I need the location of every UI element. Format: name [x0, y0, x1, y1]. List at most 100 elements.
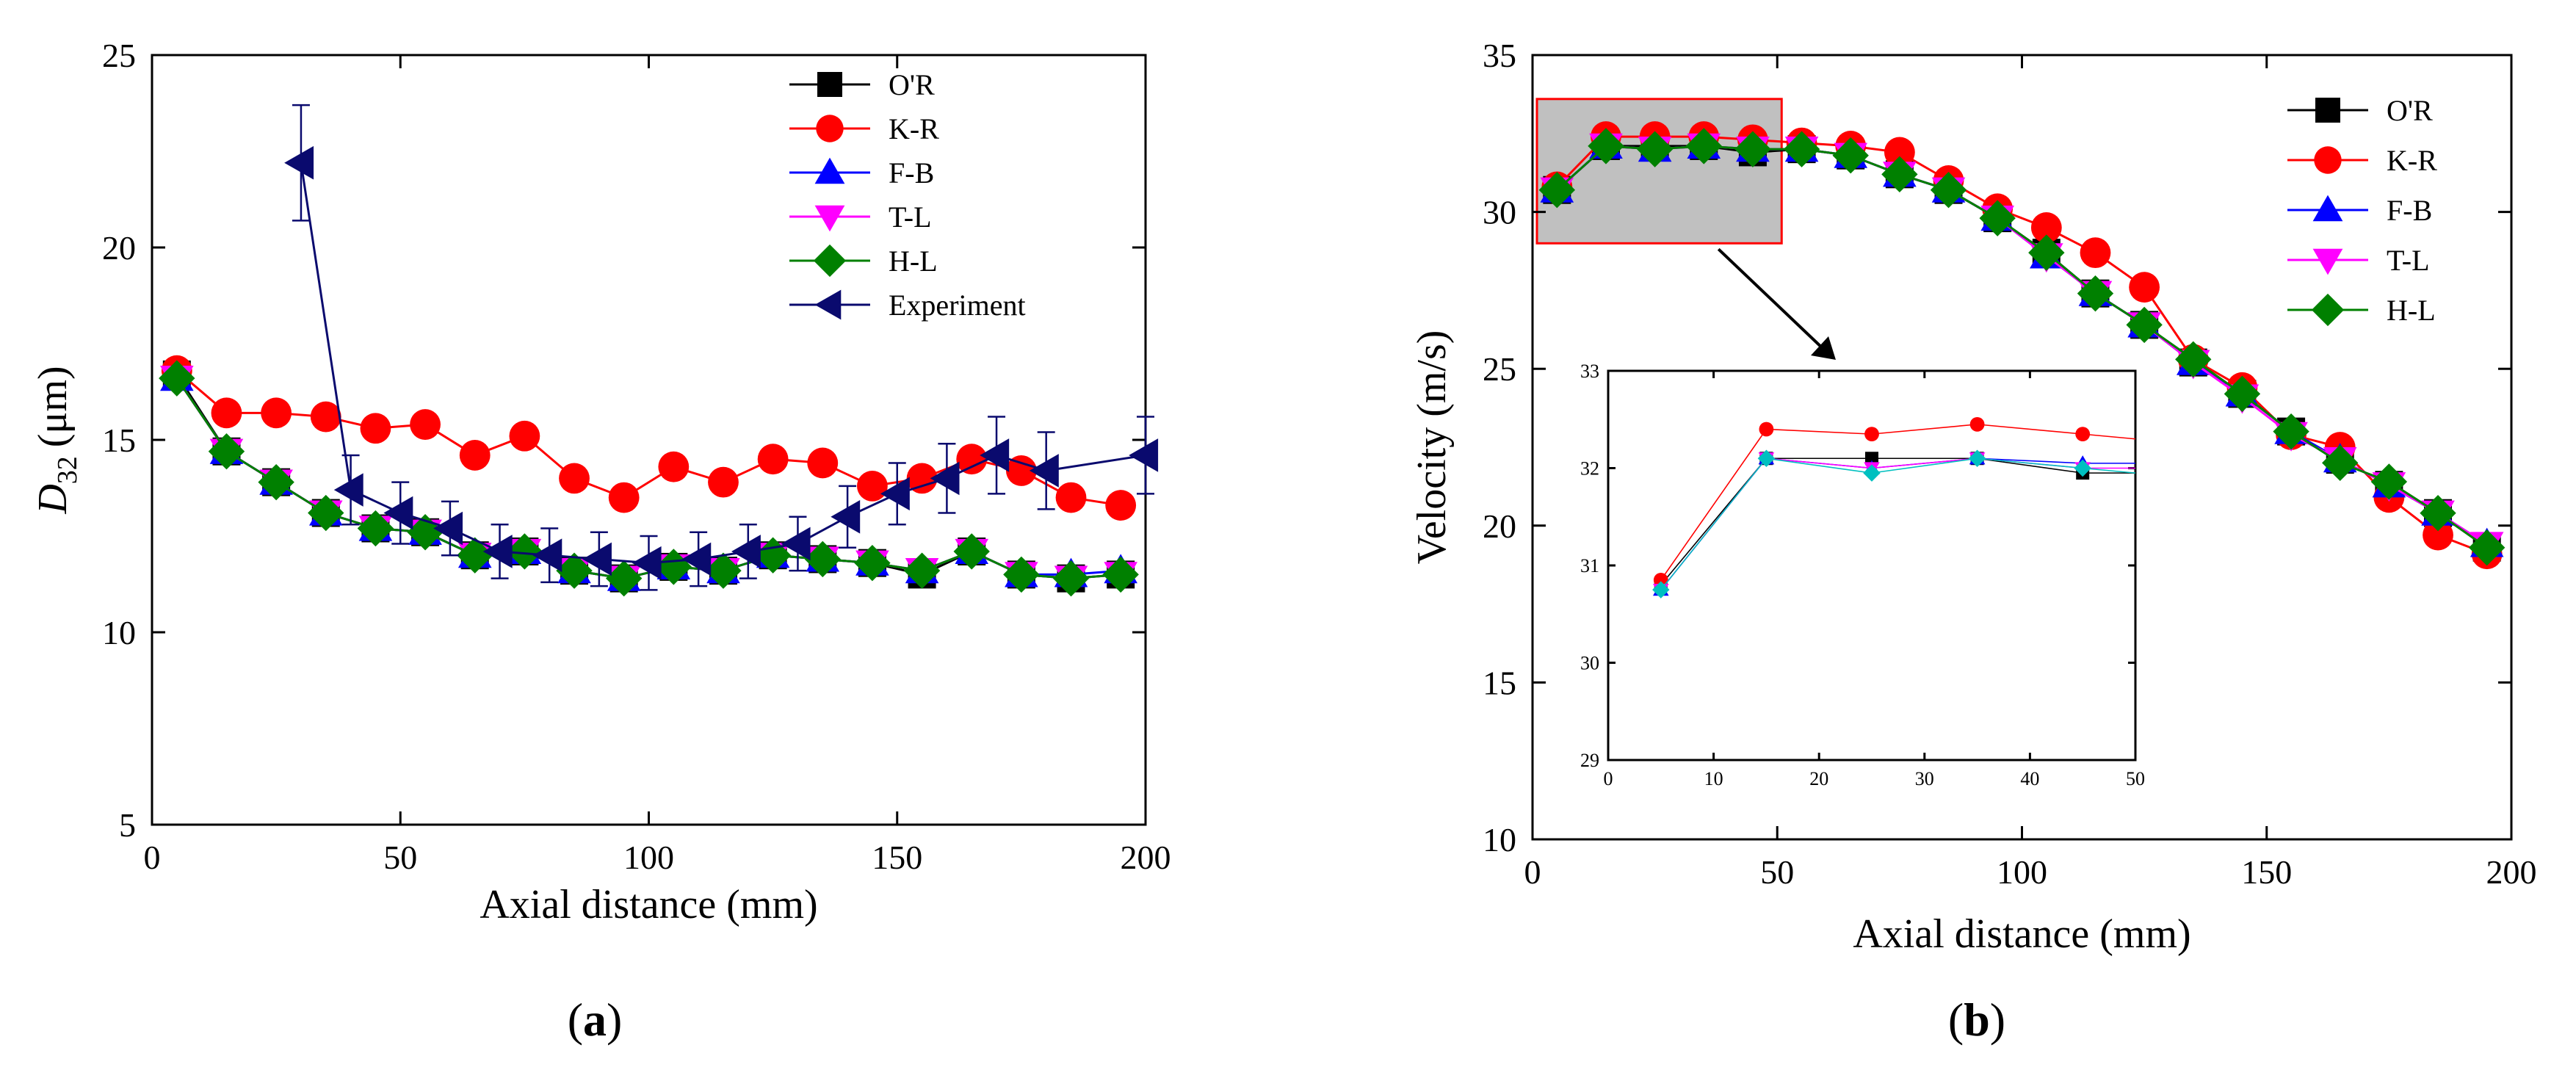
a-data-point: [360, 413, 391, 444]
b-inset-series-line: [1660, 424, 2136, 581]
b-x-tick-label: 150: [2241, 853, 2292, 891]
b-inset-data-point: [1653, 572, 1668, 587]
a-data-point: [930, 461, 960, 496]
b-inset-data-point: [1652, 581, 1670, 598]
a-legend-marker: [813, 244, 847, 278]
b-data-point: [1734, 131, 1771, 167]
b-data-point: [2420, 495, 2456, 532]
b-legend-label: T-L: [2387, 244, 2430, 277]
b-data-point: [2370, 463, 2408, 500]
a-data-point: [1102, 556, 1139, 593]
a-legend-marker: [814, 205, 845, 232]
a-data-point: [159, 360, 195, 397]
a-data-point: [708, 466, 739, 498]
b-inset-data-point: [2075, 427, 2091, 442]
a-data-point: [457, 537, 493, 574]
b-legend-marker: [2312, 195, 2343, 222]
b-data-point: [1538, 171, 1576, 209]
a-series-line: [176, 369, 1121, 507]
b-inset-x-tick-label: 0: [1604, 768, 1613, 789]
b-data-point: [1881, 156, 1918, 193]
b-data-point: [2224, 375, 2261, 413]
a-legend-marker: [814, 289, 842, 320]
b-inset-x-tick-label: 50: [2126, 768, 2145, 789]
a-data-point: [482, 535, 513, 568]
a-y-tick-label: 10: [102, 614, 136, 651]
b-legend-marker: [2314, 146, 2342, 174]
b-data-point: [2175, 341, 2212, 378]
a-data-point: [506, 533, 543, 570]
a-data-point: [308, 494, 344, 532]
a-data-point: [956, 444, 988, 475]
b-inset-x-tick-label: 30: [1915, 768, 1934, 789]
b-data-point: [2028, 234, 2065, 271]
b-data-point: [1783, 131, 1820, 167]
a-x-axis-label: Axial distance (mm): [480, 882, 817, 927]
a-y-axis-label-main: D: [30, 484, 76, 514]
b-series-h-l: [1538, 128, 2506, 566]
a-data-point: [333, 473, 363, 507]
a-data-point: [980, 438, 1010, 472]
b-y-tick-label: 35: [1483, 37, 1516, 74]
a-data-point: [903, 552, 941, 589]
b-y-tick-label: 25: [1483, 350, 1516, 388]
a-data-point: [459, 440, 491, 471]
b-inset-series-k-r: [1653, 416, 2136, 587]
a-x-tick-label: 100: [623, 839, 674, 876]
a-series-k-r: [161, 355, 1137, 521]
b-inset-y-tick-label: 33: [1580, 361, 1599, 382]
b-inset-data-point: [1968, 449, 1986, 467]
a-data-point: [605, 560, 643, 597]
a-data-point: [208, 433, 245, 470]
a-data-point: [854, 544, 891, 582]
b-data-point: [2080, 237, 2111, 269]
a-data-point: [953, 533, 990, 570]
b-data-point: [2322, 444, 2359, 482]
b-data-point: [1636, 131, 1674, 167]
b-data-point: [1979, 200, 2016, 236]
a-y-tick-label: 25: [102, 37, 136, 74]
b-legend-marker: [2312, 248, 2343, 275]
b-data-point: [1930, 171, 1967, 209]
b-inset-series-line: [1660, 457, 2136, 590]
a-x-tick-label: 150: [872, 839, 922, 876]
a-data-point: [433, 511, 463, 546]
a-data-point: [857, 470, 888, 502]
b-inset-data-point: [1863, 464, 1881, 482]
a-data-point: [258, 463, 294, 501]
a-y-axis-label-sub: 32: [52, 456, 83, 484]
a-legend-label: H-L: [889, 245, 938, 278]
a-data-point: [731, 535, 761, 568]
a-data-point: [509, 420, 540, 452]
b-zoom-arrow: [1717, 247, 1827, 352]
b-data-point: [1685, 128, 1722, 164]
a-data-point: [261, 397, 292, 429]
b-legend-label: K-R: [2387, 144, 2437, 177]
b-inset-data-point: [1759, 422, 1774, 437]
a-data-point: [658, 451, 690, 482]
a-y-axis-label: D32 (μm): [30, 366, 83, 514]
b-x-tick-label: 0: [1524, 853, 1541, 891]
a-data-point: [807, 447, 839, 479]
b-legend-marker: [2315, 98, 2340, 123]
a-data-point: [681, 542, 712, 576]
a-legend-label: F-B: [889, 156, 934, 189]
a-data-point: [831, 500, 861, 534]
b-data-point: [1884, 137, 1915, 168]
a-data-point: [1055, 482, 1087, 513]
a-data-point: [410, 409, 441, 440]
b-legend-marker: [2311, 293, 2345, 327]
b-y-tick-label: 15: [1483, 664, 1516, 701]
b-data-point: [2126, 306, 2163, 344]
a-x-tick-label: 50: [383, 839, 417, 876]
a-data-point: [608, 482, 640, 513]
b-x-tick-label: 100: [1997, 853, 2047, 891]
a-y-tick-label: 5: [119, 806, 136, 844]
b-data-point: [2030, 212, 2062, 243]
b-inset-series-h-l: [1652, 449, 2136, 598]
b-y-tick-label: 30: [1483, 194, 1516, 231]
b-data-point: [2423, 519, 2453, 551]
a-data-point: [559, 463, 590, 494]
a-legend-marker: [816, 115, 844, 142]
